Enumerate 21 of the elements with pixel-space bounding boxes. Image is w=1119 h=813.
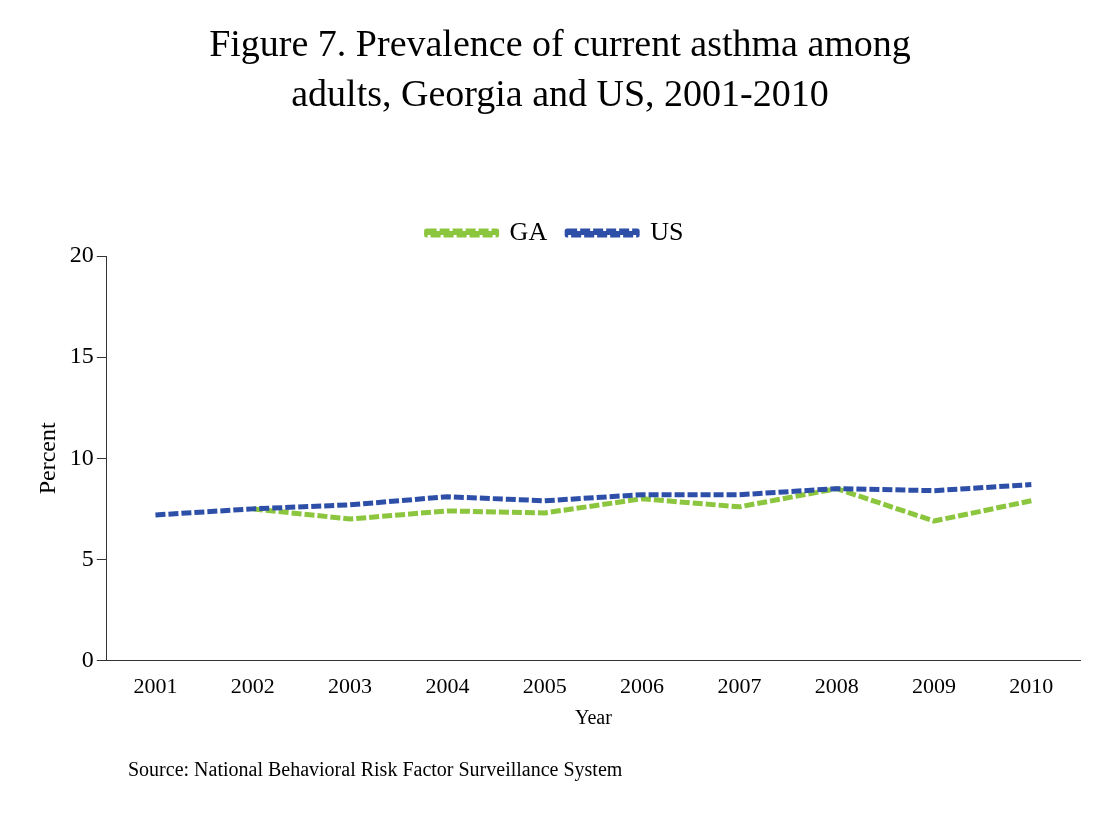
y-tick-label: 15: [69, 342, 94, 369]
x-tick-label: 2006: [620, 672, 665, 698]
y-tick-label: 5: [81, 544, 94, 571]
y-tick-label: 20: [69, 241, 94, 268]
source-note: Source: National Behavioral Risk Factor Surveillance System: [128, 758, 623, 781]
x-tick-label: 2005: [522, 672, 567, 698]
x-tick-label: 2004: [425, 672, 470, 698]
x-tick-label: 2009: [912, 672, 957, 698]
x-axis-title: Year: [574, 706, 613, 729]
legend-label: GA: [509, 216, 548, 246]
legend-label: US: [650, 216, 684, 246]
y-axis-title: Percent: [33, 421, 60, 495]
x-tick-label: 2007: [717, 672, 762, 698]
chart-title: Figure 7. Prevalence of current asthma among adults, Georgia and US, 2001-2010: [208, 21, 912, 116]
y-tick-label: 10: [69, 443, 94, 470]
x-tick-label: 2010: [1009, 672, 1054, 698]
x-tick-label: 2003: [328, 672, 373, 698]
y-tick-label: 0: [81, 645, 94, 672]
x-tick-label: 2002: [230, 672, 275, 698]
x-tick-label: 2001: [133, 672, 178, 698]
x-tick-label: 2008: [814, 672, 859, 698]
